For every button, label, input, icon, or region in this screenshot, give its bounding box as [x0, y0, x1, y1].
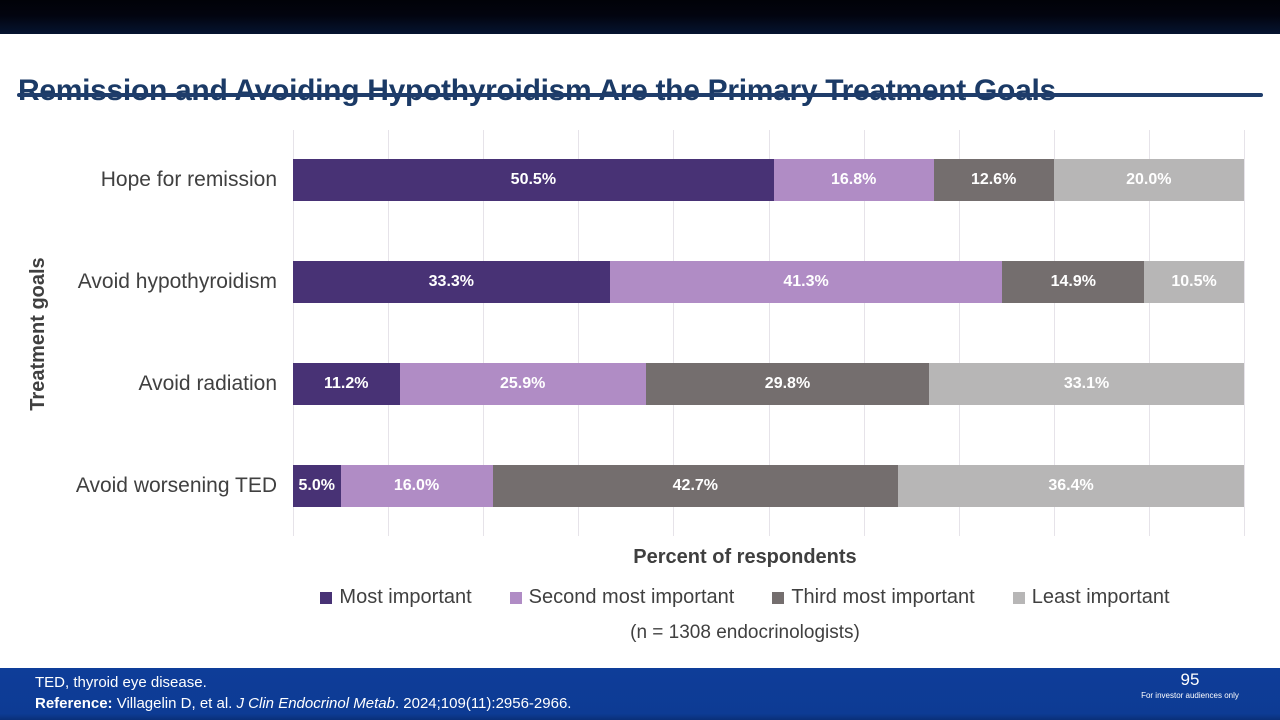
x-axis-title: Percent of respondents [633, 546, 857, 568]
bar-value-label: 33.1% [1063, 375, 1110, 392]
legend-item: Most important [320, 586, 472, 609]
category-label: Hope for remission [100, 168, 277, 191]
legend-item: Least important [1012, 586, 1170, 609]
bar-value-label: 33.3% [428, 273, 475, 290]
category-label: Avoid worsening TED [75, 474, 277, 497]
bar-value-label: 12.6% [970, 171, 1017, 188]
bar-value-label: 42.7% [672, 477, 719, 494]
footer-bar: TED, thyroid eye disease. Reference: Vil… [0, 668, 1280, 720]
legend-swatch-icon [1012, 591, 1025, 604]
bar-segment: 20.0% [1053, 159, 1244, 201]
page-number: 95 [1180, 670, 1200, 689]
legend-label: Third most important [791, 586, 975, 608]
gridline [1148, 130, 1150, 536]
legend-swatch-icon [509, 591, 522, 604]
bar-row: 50.5% 16.8% 12.6% 20.0% [293, 159, 1244, 201]
bar-value-label: 5.0% [298, 477, 335, 494]
bar-row: 5.0% 16.0% 42.7% 36.4% [293, 465, 1244, 507]
bar-segment: 10.5% [1144, 261, 1244, 303]
legend-item: Third most important [772, 586, 975, 609]
plot-area: 50.5% 16.8% 12.6% 20.0% 33.3% 41.3% 14.9% 10.5%… [293, 130, 1245, 536]
category-label: Avoid radiation [138, 372, 277, 395]
category-label: Avoid hypothyroidism [77, 270, 277, 293]
bar-row: 11.2% 25.9% 29.8% 33.1% [293, 363, 1244, 405]
bar-segment: 25.9% [399, 363, 646, 405]
reference-tail: . 2024;109(11):2956-2966. [394, 695, 572, 712]
gridline [673, 130, 675, 536]
bar-value-label: 50.5% [510, 171, 557, 188]
reference-authors: Villagelin D, et al. [112, 695, 237, 712]
bar-segment: 5.0% [293, 465, 341, 507]
reference-label: Reference: [35, 695, 113, 712]
abbreviation-note: TED, thyroid eye disease. [35, 674, 207, 691]
gridline [578, 130, 580, 536]
top-navy-bar [0, 0, 1280, 34]
bar-segment: 16.0% [340, 465, 493, 507]
gridline [1053, 130, 1055, 536]
legend-swatch-icon [320, 591, 333, 604]
slide-title: Remission and Avoiding Hypothyroidism Ar… [18, 74, 1056, 108]
bar-segment: 12.6% [933, 159, 1054, 201]
gridline [863, 130, 865, 536]
bar-value-label: 11.2% [324, 375, 369, 392]
gridline [293, 130, 294, 536]
bar-value-label: 16.0% [393, 477, 440, 494]
footer-text-block: TED, thyroid eye disease. Reference: Vil… [35, 672, 571, 714]
sample-size-note: (n = 1308 endocrinologists) [630, 622, 860, 643]
bar-segment: 42.7% [492, 465, 899, 507]
legend-label: Most important [339, 586, 472, 608]
legend-label: Second most important [528, 586, 735, 608]
bar-segment: 33.1% [929, 363, 1244, 405]
bar-value-label: 25.9% [499, 375, 546, 392]
legend-swatch-icon [772, 591, 785, 604]
gridline [1244, 130, 1245, 536]
bar-segment: 41.3% [609, 261, 1003, 303]
footer-right-block: 95 For investor audiences only [1110, 670, 1270, 702]
audience-note: For investor audiences only [1141, 691, 1239, 700]
bar-value-label: 10.5% [1171, 273, 1217, 290]
bar-segment: 36.4% [898, 465, 1244, 507]
gridline [483, 130, 485, 536]
reference-line: Reference: Villagelin D, et al. J Clin E… [35, 693, 571, 714]
bar-segment: 50.5% [293, 159, 774, 201]
bar-segment: 29.8% [645, 363, 930, 405]
bar-value-label: 14.9% [1050, 273, 1096, 290]
bar-segment: 11.2% [293, 363, 400, 405]
legend-label: Least important [1031, 586, 1170, 608]
chart-legend: Most important Second most important Third… [240, 586, 1250, 609]
gridline [388, 130, 390, 536]
legend-item: Second most important [509, 586, 735, 609]
gridline [958, 130, 960, 536]
bar-value-label: 16.8% [831, 171, 877, 188]
bar-value-label: 36.4% [1048, 477, 1094, 494]
bar-value-label: 20.0% [1126, 171, 1172, 188]
bar-segment: 16.8% [773, 159, 934, 201]
bar-row: 33.3% 41.3% 14.9% 10.5% [293, 261, 1244, 303]
bar-segment: 14.9% [1002, 261, 1145, 303]
bar-value-label: 29.8% [764, 375, 811, 392]
title-underline [17, 93, 1263, 97]
bar-segment: 33.3% [293, 261, 610, 303]
bar-value-label: 41.3% [783, 273, 829, 290]
reference-journal: J Clin Endocrinol Metab [236, 695, 395, 712]
gridline [768, 130, 770, 536]
